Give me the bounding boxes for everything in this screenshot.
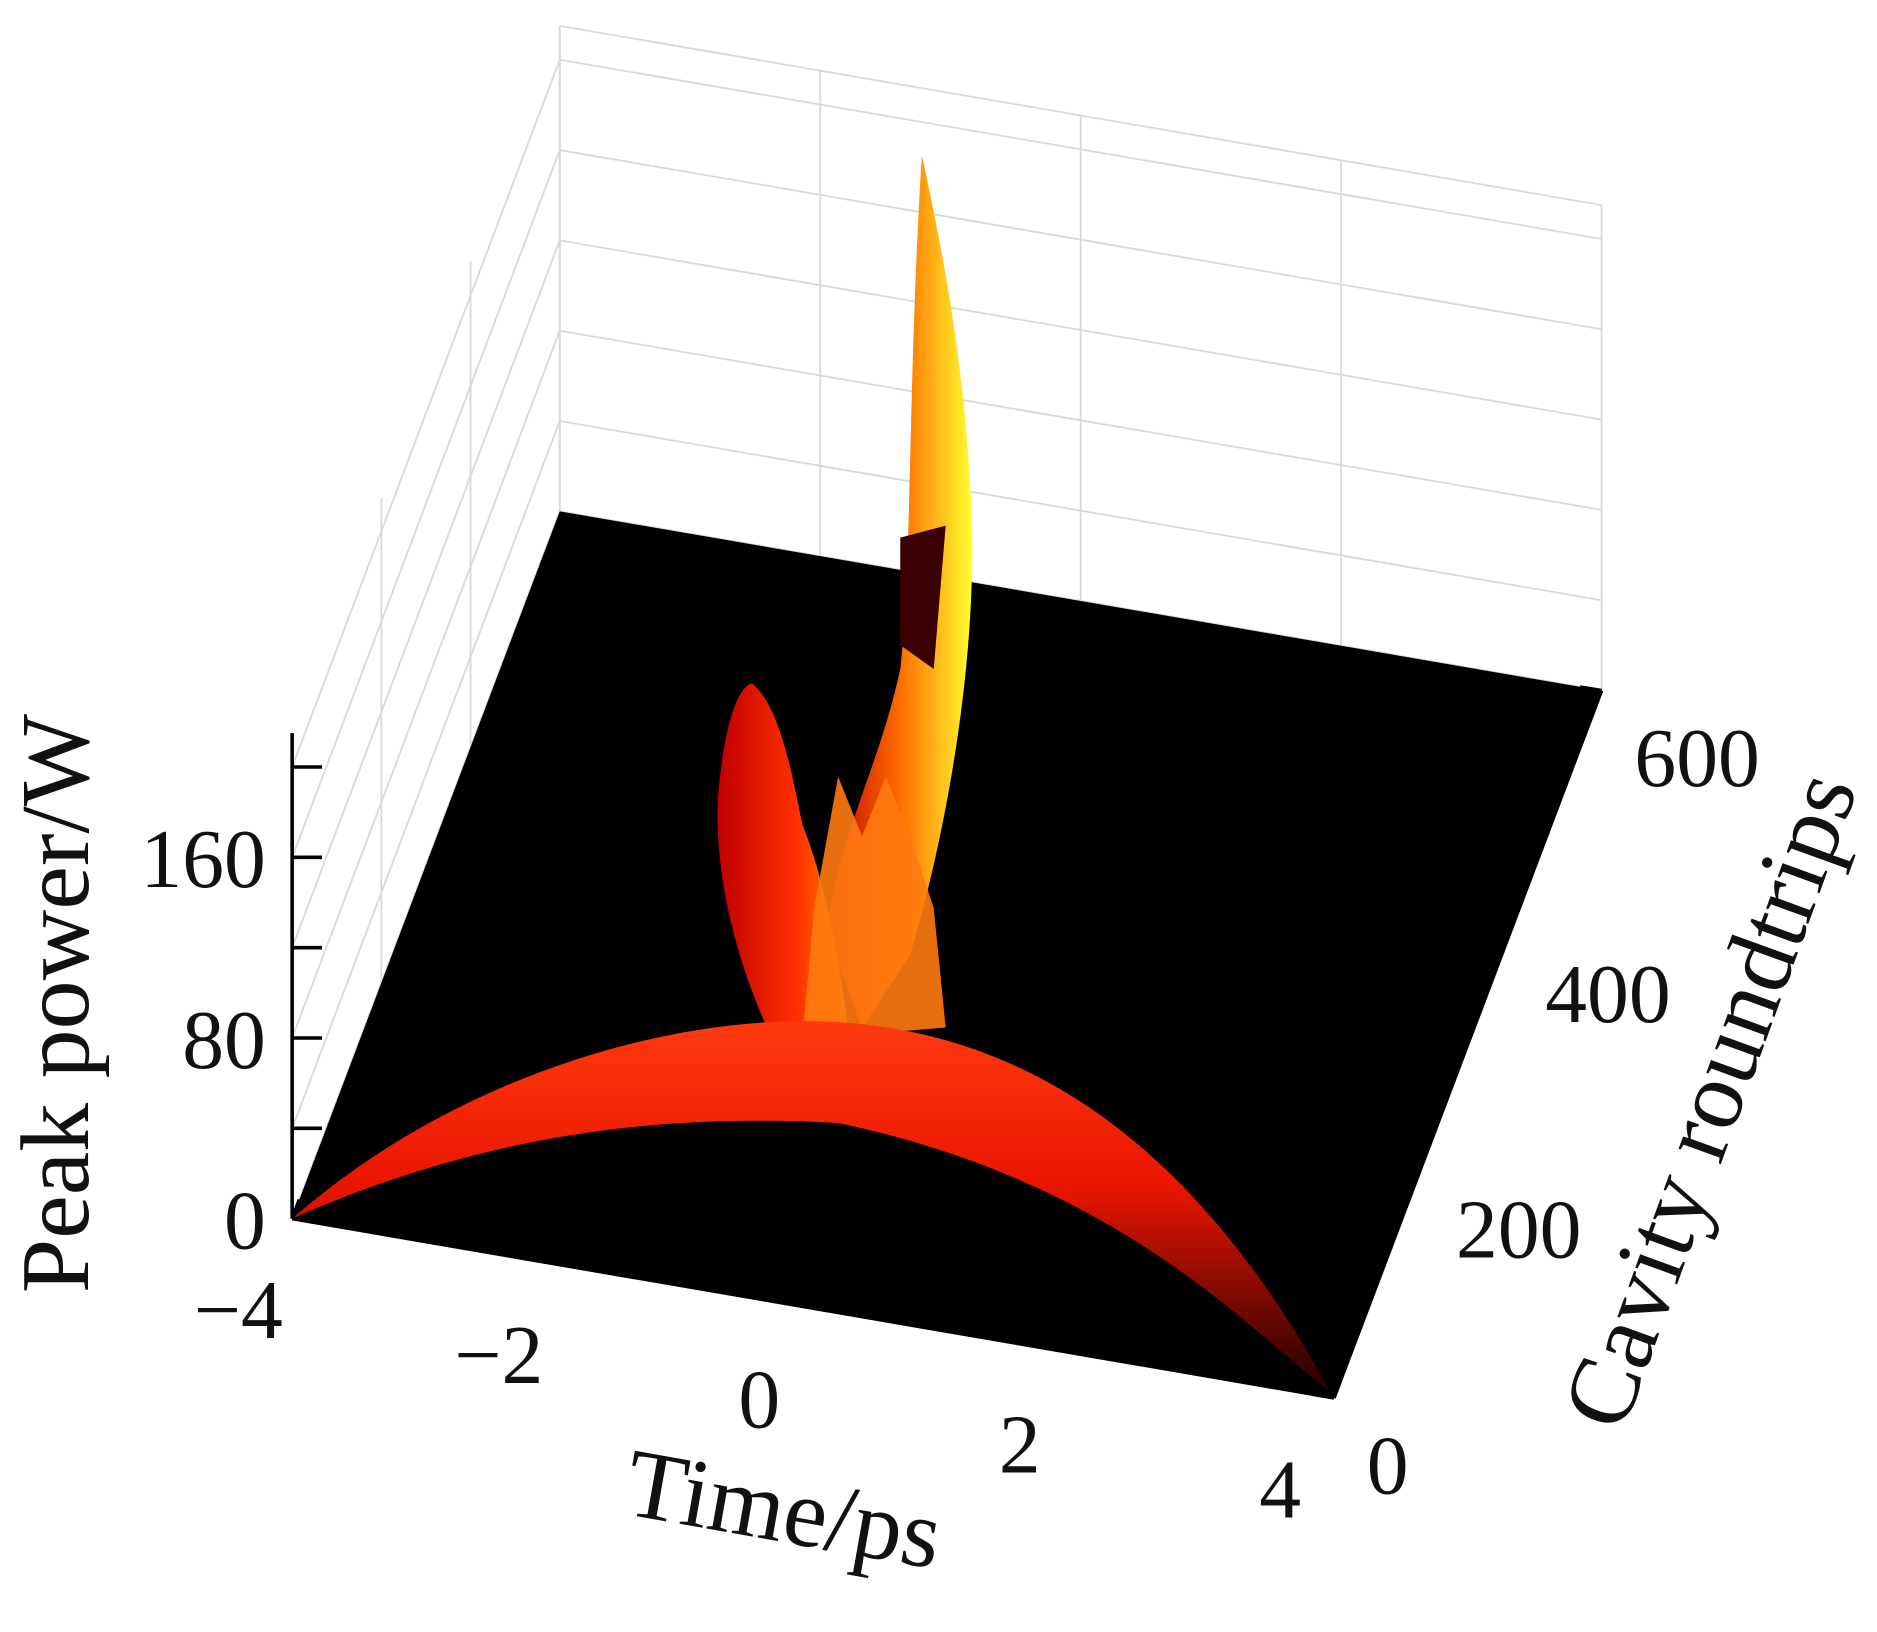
x-tick-label: 2 bbox=[999, 1399, 1041, 1492]
grid-line bbox=[291, 240, 561, 948]
floor-plane bbox=[292, 511, 1602, 1398]
x-tick-label: −2 bbox=[454, 1309, 543, 1402]
surface-center bbox=[802, 776, 946, 1040]
y-tick bbox=[1579, 685, 1602, 693]
x-tick bbox=[290, 1198, 301, 1220]
x-axis-title: Time/ps bbox=[618, 1429, 950, 1591]
y-axis-line bbox=[1332, 689, 1604, 1399]
y-tick bbox=[1401, 1156, 1424, 1164]
grid-line bbox=[291, 149, 561, 858]
surface bbox=[292, 155, 1331, 1392]
grid-line bbox=[559, 329, 1602, 511]
grid-line bbox=[559, 420, 1602, 602]
grid-line bbox=[559, 149, 1602, 331]
x-tick bbox=[811, 1288, 822, 1309]
y-tick-label: 0 bbox=[1367, 1419, 1409, 1512]
y-tick-label: 400 bbox=[1545, 948, 1670, 1041]
surface-arch bbox=[292, 1021, 1331, 1392]
z-tick-label: 0 bbox=[224, 1174, 266, 1267]
x-tick-label: −4 bbox=[194, 1264, 283, 1357]
grid-line bbox=[559, 24, 1602, 206]
z-tick-label: 160 bbox=[140, 813, 265, 906]
surface-spike bbox=[826, 155, 973, 1028]
x-tick bbox=[1071, 1333, 1083, 1354]
z-tick-label: 80 bbox=[182, 994, 266, 1087]
y-tick-label: 600 bbox=[1634, 712, 1759, 805]
y-tick bbox=[1490, 920, 1513, 929]
grid-line bbox=[291, 330, 561, 1039]
x-tick-label: 0 bbox=[738, 1354, 780, 1447]
y-axis-title: Cavity roundtrips bbox=[1542, 758, 1877, 1442]
x-tick bbox=[1332, 1378, 1343, 1399]
x-tick bbox=[550, 1243, 562, 1265]
z-axis-title: Peak power/W bbox=[2, 713, 110, 1293]
floor bbox=[292, 511, 1602, 1398]
x-tick-label: 4 bbox=[1259, 1443, 1301, 1536]
grid-line bbox=[559, 58, 1602, 240]
grid-line bbox=[291, 59, 561, 768]
y-tick bbox=[1312, 1392, 1335, 1400]
grid-line bbox=[559, 239, 1602, 421]
y-tick-label: 200 bbox=[1456, 1184, 1581, 1277]
grid-line bbox=[291, 420, 561, 1129]
surface-ridge bbox=[900, 525, 946, 670]
